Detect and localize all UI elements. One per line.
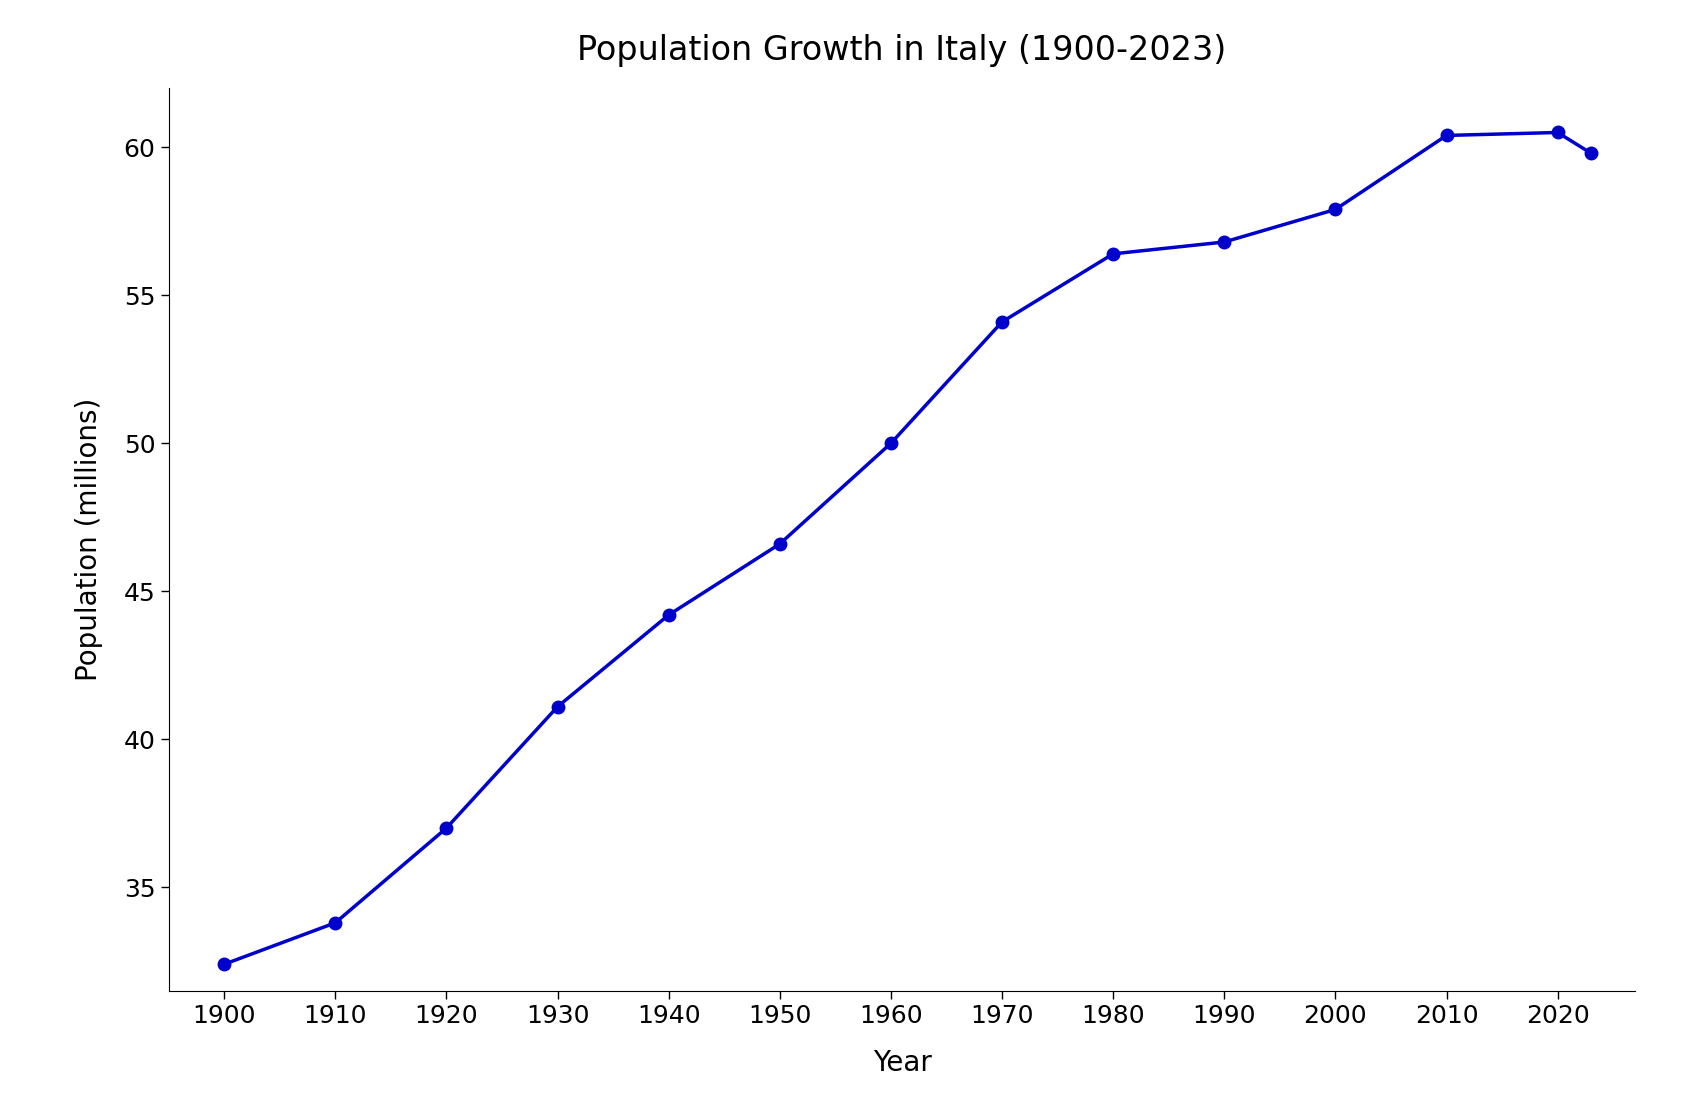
Y-axis label: Population (millions): Population (millions) <box>74 397 103 682</box>
X-axis label: Year: Year <box>873 1049 931 1077</box>
Title: Population Growth in Italy (1900-2023): Population Growth in Italy (1900-2023) <box>577 34 1227 67</box>
